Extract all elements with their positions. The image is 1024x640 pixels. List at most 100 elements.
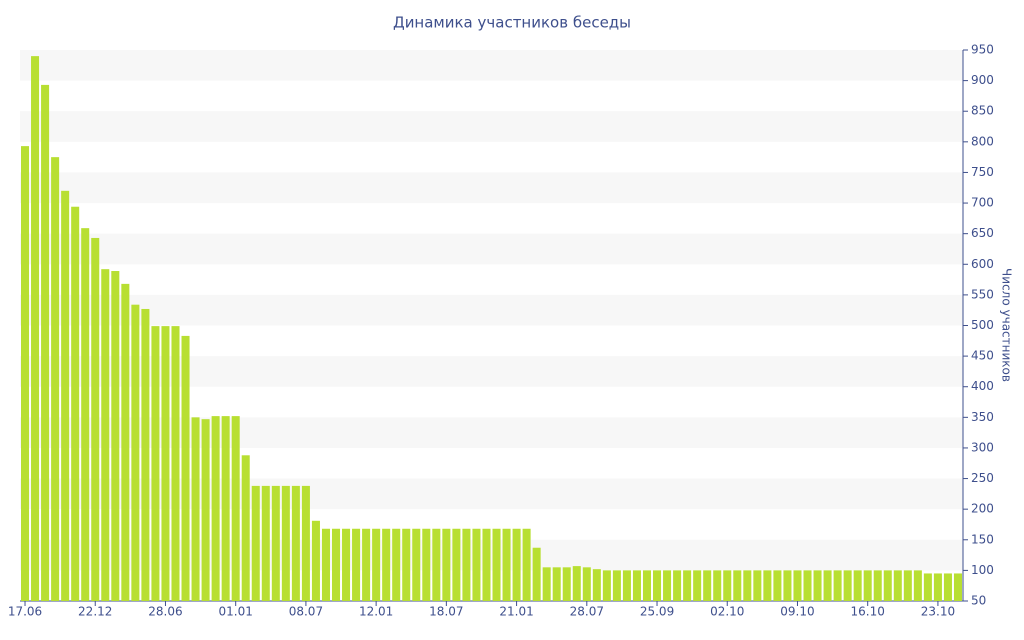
- bar: [853, 570, 862, 601]
- bar: [893, 570, 902, 601]
- bar: [181, 335, 190, 601]
- x-tick-label: 28.07: [570, 605, 604, 619]
- bar: [773, 570, 782, 601]
- x-tick-label: 28.06: [148, 605, 182, 619]
- y-tick-label: 150: [971, 532, 994, 546]
- y-tick-label: 350: [971, 410, 994, 424]
- y-tick-label: 400: [971, 379, 994, 393]
- y-tick-label: 300: [971, 440, 994, 454]
- bar: [783, 570, 792, 601]
- bar: [642, 570, 652, 601]
- bar: [121, 283, 130, 601]
- grid-band: [20, 172, 963, 204]
- bar: [111, 271, 120, 601]
- bar: [151, 326, 160, 601]
- bar: [863, 570, 872, 601]
- bar: [161, 326, 170, 601]
- bar: [61, 190, 70, 602]
- bar: [663, 570, 672, 601]
- bar: [372, 528, 381, 601]
- bar: [602, 570, 611, 601]
- bar: [933, 573, 942, 601]
- bar: [913, 570, 922, 601]
- y-tick-label: 950: [971, 43, 994, 57]
- bar: [331, 528, 341, 601]
- bar: [693, 570, 702, 601]
- y-tick-label: 600: [971, 257, 994, 271]
- bar: [492, 528, 501, 601]
- x-tick-label: 02.10: [710, 605, 744, 619]
- y-axis-label: Число участников: [1000, 268, 1014, 382]
- y-tick-label: 850: [971, 104, 994, 118]
- bar: [342, 528, 351, 601]
- bar: [31, 56, 40, 602]
- bar: [683, 570, 692, 601]
- bar: [723, 570, 732, 601]
- bar: [251, 485, 260, 601]
- x-tick-label: 21.01: [499, 605, 533, 619]
- bar: [271, 485, 280, 601]
- bar: [101, 269, 110, 601]
- bar: [552, 567, 561, 601]
- bar: [823, 570, 832, 601]
- bar: [562, 567, 571, 601]
- x-tick-label: 01.01: [219, 605, 253, 619]
- x-tick-label: 16.10: [851, 605, 885, 619]
- bar: [261, 485, 270, 601]
- bar: [532, 547, 541, 601]
- bar: [943, 573, 952, 601]
- x-tick-label: 23.10: [921, 605, 955, 619]
- bar: [291, 485, 300, 601]
- bar: [311, 520, 320, 601]
- grid-band: [20, 111, 963, 142]
- bar: [41, 84, 50, 601]
- bar: [833, 570, 842, 601]
- y-tick-label: 100: [971, 563, 994, 577]
- bar: [352, 528, 361, 601]
- bar: [512, 528, 521, 601]
- x-tick-label: 22.12: [78, 605, 112, 619]
- bar: [673, 570, 682, 601]
- grid-band: [20, 294, 963, 326]
- grid-band: [20, 50, 963, 81]
- bar: [362, 528, 371, 601]
- y-tick-label: 450: [971, 349, 994, 363]
- bar: [201, 419, 210, 601]
- bar: [953, 573, 962, 601]
- bar: [873, 570, 882, 601]
- bar: [281, 485, 290, 601]
- bar: [582, 567, 591, 601]
- bar: [803, 570, 812, 601]
- x-tick-label: 17.06: [8, 605, 42, 619]
- bar: [91, 237, 100, 602]
- bar: [71, 206, 80, 601]
- y-tick-label: 250: [971, 471, 994, 485]
- bar: [452, 528, 461, 601]
- bar: [572, 566, 581, 601]
- bar: [482, 528, 491, 601]
- bar: [813, 570, 822, 601]
- bar: [542, 567, 551, 601]
- x-tick-label: 12.01: [359, 605, 393, 619]
- x-tick-label: 25.09: [640, 605, 674, 619]
- bar: [653, 570, 662, 601]
- y-tick-label: 900: [971, 73, 994, 87]
- grid-band: [20, 233, 963, 265]
- bar: [442, 528, 451, 601]
- bar: [903, 570, 912, 601]
- bar: [432, 528, 441, 601]
- bar: [632, 570, 641, 601]
- bar: [622, 570, 631, 601]
- x-tick-label: 08.07: [289, 605, 323, 619]
- x-tick-label: 18.07: [429, 605, 463, 619]
- y-tick-label: 800: [971, 134, 994, 148]
- bar: [241, 455, 250, 601]
- bar: [382, 528, 391, 601]
- y-tick-label: 750: [971, 165, 994, 179]
- bar: [472, 528, 481, 601]
- bar: [612, 570, 621, 601]
- bar: [522, 528, 531, 601]
- y-tick-label: 200: [971, 502, 994, 516]
- bar: [923, 573, 932, 601]
